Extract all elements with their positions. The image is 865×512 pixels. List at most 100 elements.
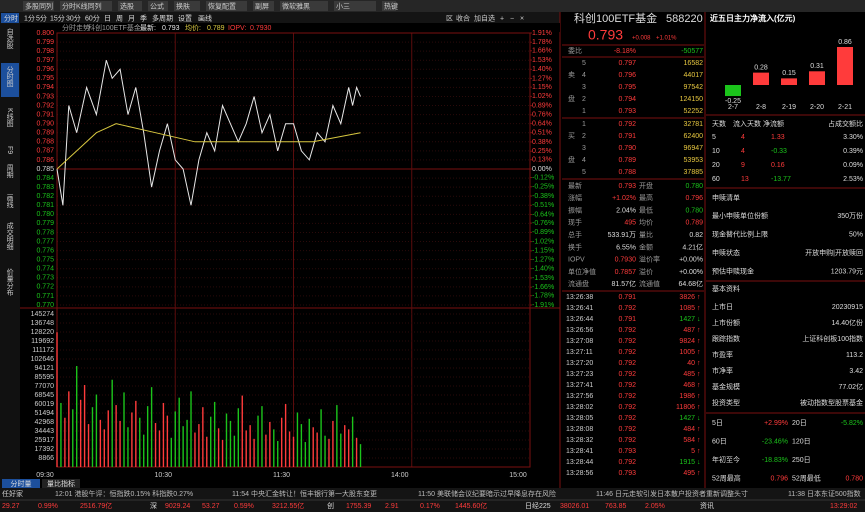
news-item[interactable]: 11:46 日元走软引发日本散户投资者重新调整头寸	[596, 489, 748, 498]
period-tab[interactable]: 1分	[24, 13, 35, 22]
y-tick-label: 17392	[35, 446, 55, 453]
y-tick-label: 119692	[31, 338, 54, 345]
side-tab[interactable]: 周期	[6, 164, 14, 179]
toolbar-button-label[interactable]: 公式	[150, 1, 164, 10]
side-tab[interactable]: K线图	[6, 108, 14, 128]
period-tab[interactable]: 分时	[4, 13, 18, 22]
indicator-tab[interactable]	[42, 479, 80, 488]
period-tab-active[interactable]	[1, 13, 19, 23]
status-item: 3212.55亿	[272, 501, 304, 510]
trade-price: 0.792	[618, 426, 636, 433]
volume-bar	[344, 425, 346, 467]
chart-control[interactable]: −	[510, 15, 514, 22]
side-tab[interactable]: 价量分布	[6, 268, 14, 297]
news-item[interactable]: 11:50 美联储会议纪要暗示过早降息存在风险	[418, 489, 556, 498]
period-tab[interactable]: 设置	[178, 13, 192, 22]
trade-direction: ↑	[697, 349, 701, 356]
indicator-tab-label[interactable]: 分时量	[11, 479, 32, 488]
toolbar-button[interactable]	[382, 1, 396, 11]
volume-bar	[170, 437, 173, 467]
trade-direction: ↓	[697, 459, 701, 466]
toolbar-button[interactable]	[334, 1, 376, 11]
info-label: 申赎状态	[712, 248, 740, 257]
perf-label: 年初至今	[712, 455, 740, 464]
book-price: 0.792	[618, 121, 636, 128]
period-tab[interactable]: 15分	[50, 13, 65, 22]
stat-value: 0.789	[685, 220, 703, 227]
chart-control[interactable]: 加自选	[474, 13, 495, 22]
chart-control[interactable]: 区	[446, 14, 453, 22]
side-tab[interactable]: 分时图	[6, 65, 14, 88]
book-level: 5	[582, 169, 586, 176]
indicator-tab[interactable]	[2, 479, 40, 488]
period-tab[interactable]: 5分	[36, 13, 47, 22]
volume-bar	[174, 411, 176, 467]
toolbar-button[interactable]	[148, 1, 168, 11]
chart-control[interactable]: ×	[520, 15, 524, 22]
side-tab-active[interactable]	[1, 63, 19, 97]
volume-bar	[146, 406, 149, 467]
side-tab[interactable]: 自选股	[6, 27, 14, 50]
side-tab[interactable]: F9	[6, 146, 13, 154]
toolbar-button[interactable]	[206, 1, 247, 11]
toolbar-button-label[interactable]: 多股同列	[25, 1, 53, 10]
toolbar-button-label[interactable]: 换肤	[176, 1, 190, 10]
period-tab[interactable]: 季	[140, 13, 147, 22]
side-tab[interactable]: 画线	[6, 194, 14, 208]
y2-tick-label: 1.27%	[532, 75, 552, 82]
flow-table-cell: 20	[712, 162, 720, 169]
trade-price: 0.792	[618, 404, 636, 411]
toolbar-button-label[interactable]: 分时K线同列	[62, 1, 102, 10]
volume-bar	[288, 431, 291, 467]
volume-bar	[304, 442, 307, 467]
volume-bar	[135, 400, 137, 467]
volume-bar	[328, 438, 330, 467]
side-tab[interactable]: 成交明细	[6, 221, 14, 251]
toolbar-button[interactable]	[174, 1, 200, 11]
news-item[interactable]: 11:38 日本东证500指数	[788, 489, 861, 498]
volume-bar	[213, 401, 216, 467]
y2-tick-label: 1.91%	[532, 30, 552, 37]
period-tab[interactable]: 日	[104, 14, 111, 22]
toolbar-button-label[interactable]: 副屏	[255, 1, 269, 10]
toolbar-button-label[interactable]: 热键	[384, 1, 398, 10]
trade-time: 13:26:38	[566, 294, 593, 301]
news-item[interactable]: 11:54 中央汇金转让！恒丰银行第一大股东变更	[232, 489, 377, 498]
info-label: 上市日	[712, 302, 733, 311]
chart-control[interactable]: +	[500, 15, 504, 22]
period-tab[interactable]: 月	[128, 14, 135, 22]
book-side-label: 盘	[568, 155, 575, 164]
section-title: 申赎清单	[712, 193, 740, 202]
indicator-tab-label[interactable]: 量比指标	[47, 479, 75, 488]
toolbar-button[interactable]	[23, 1, 54, 11]
period-tab[interactable]: 多周期	[152, 13, 173, 22]
stat-value: 0.793	[618, 183, 636, 190]
toolbar-button-label[interactable]: 选股	[120, 1, 134, 10]
toolbar-button[interactable]	[280, 1, 328, 11]
status-item: 13:29:02	[830, 503, 857, 510]
flow-bar	[753, 72, 769, 85]
period-tab[interactable]: 30分	[66, 13, 81, 22]
news-item[interactable]: 12:01 港股午评：恒指跌0.15% 科指跌0.27%	[55, 489, 193, 498]
toolbar-button-label[interactable]: 恢复配置	[208, 1, 236, 10]
period-tab[interactable]: 周	[116, 14, 123, 22]
toolbar-button-label[interactable]: 小三	[336, 1, 350, 10]
y-tick-label: 0.785	[36, 166, 54, 173]
volume-bar	[320, 409, 322, 467]
period-tab[interactable]: 60分	[85, 13, 100, 22]
legend-value: 0.793	[162, 25, 180, 32]
trade-time: 13:27:11	[566, 349, 593, 356]
period-tab[interactable]: 画线	[198, 13, 212, 22]
legend-value: 0.789	[207, 25, 225, 32]
book-level: 2	[582, 133, 586, 140]
toolbar-button-label[interactable]: 微软雅黑	[282, 1, 310, 10]
volume-bar	[178, 397, 180, 467]
toolbar-button[interactable]	[118, 1, 142, 11]
chart-control[interactable]: 收合	[456, 13, 470, 22]
toolbar-button[interactable]	[60, 1, 112, 11]
volume-bar	[194, 432, 196, 467]
toolbar-button[interactable]	[253, 1, 274, 11]
trade-direction: ↑	[697, 470, 701, 477]
volume-bar	[312, 427, 314, 467]
y-tick-label: 0.794	[36, 84, 54, 91]
